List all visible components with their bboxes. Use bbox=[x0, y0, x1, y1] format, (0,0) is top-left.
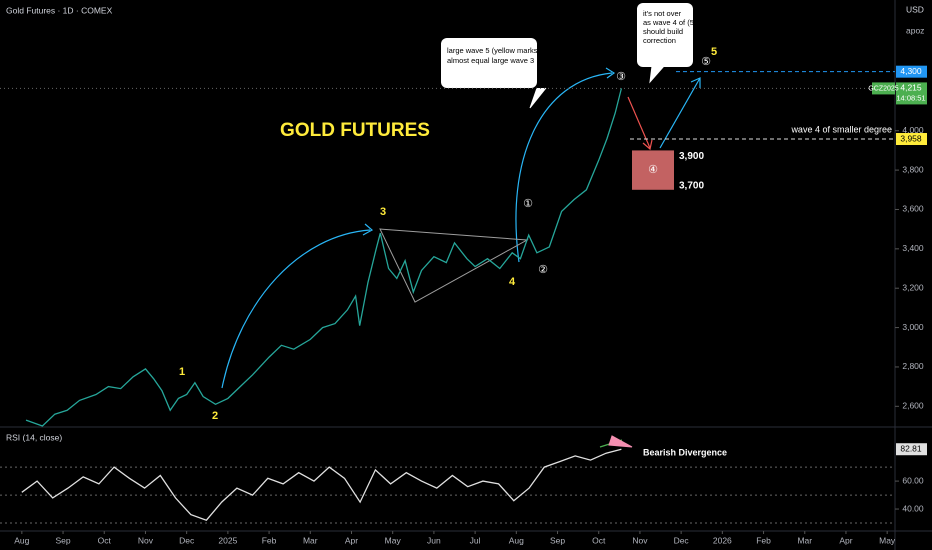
rsi-line bbox=[21, 448, 622, 521]
zone-top-label: 3,900 bbox=[679, 151, 704, 162]
y-tick-label: 3,800 bbox=[902, 164, 924, 174]
wave-label: 5 bbox=[711, 46, 717, 58]
circled-label: ② bbox=[538, 264, 548, 276]
price-line bbox=[25, 88, 623, 427]
x-tick-label: Oct bbox=[592, 535, 606, 545]
arrow-head bbox=[605, 67, 616, 79]
x-tick-label: Sep bbox=[55, 535, 70, 545]
x-tick-label: Jul bbox=[470, 535, 481, 545]
note-text: should build bbox=[643, 27, 683, 36]
x-tick-label: Aug bbox=[509, 535, 524, 545]
note-text: almost equal large wave 3 bbox=[447, 56, 534, 65]
blue-arc bbox=[515, 72, 613, 263]
rsi-title: RSI (14, close) bbox=[6, 432, 62, 442]
x-tick-label: Nov bbox=[138, 535, 154, 545]
x-tick-label: May bbox=[385, 535, 402, 545]
x-tick-label: Nov bbox=[632, 535, 648, 545]
currency: USD bbox=[906, 4, 924, 14]
rsi-tick-label: 40.00 bbox=[902, 503, 924, 513]
circled-label: ③ bbox=[616, 71, 626, 83]
chart-label: GOLD FUTURES bbox=[280, 120, 430, 141]
x-tick-label: Apr bbox=[839, 535, 852, 545]
note-box bbox=[441, 38, 537, 88]
note-box bbox=[637, 3, 693, 67]
x-tick-label: Feb bbox=[756, 535, 771, 545]
zone-bottom-label: 3,700 bbox=[679, 180, 704, 191]
note-tail bbox=[649, 65, 665, 84]
blue-arrow bbox=[659, 77, 701, 149]
blue-arc bbox=[221, 229, 371, 389]
x-tick-label: Apr bbox=[345, 535, 358, 545]
wave-label: 4 bbox=[509, 276, 516, 288]
x-tick-label: Oct bbox=[98, 535, 112, 545]
x-tick-label: 2025 bbox=[218, 535, 237, 545]
y-tick-label: 2,800 bbox=[902, 361, 924, 371]
x-tick-label: Dec bbox=[179, 535, 195, 545]
price-marker-label: 3,958 bbox=[900, 133, 922, 143]
rsi-tick-label: 60.00 bbox=[902, 475, 924, 485]
note-text: it's not over bbox=[643, 9, 682, 18]
y-tick-label: 3,600 bbox=[902, 204, 924, 214]
red-arrow bbox=[627, 96, 651, 149]
x-tick-label: Dec bbox=[674, 535, 690, 545]
countdown: 14:08:51 bbox=[896, 93, 925, 102]
drawings bbox=[221, 3, 701, 448]
symbol-label: GCZ2025 bbox=[868, 85, 898, 92]
x-tick-label: Mar bbox=[797, 535, 812, 545]
rsi-last-label: 82.81 bbox=[900, 443, 922, 453]
x-tick-label: Jun bbox=[427, 535, 441, 545]
note-tail bbox=[529, 87, 547, 109]
triangle bbox=[379, 228, 529, 303]
price-marker-label: 4,215 bbox=[900, 83, 922, 93]
y-tick-label: 3,200 bbox=[902, 282, 924, 292]
level-label: wave 4 of smaller degree bbox=[790, 124, 892, 134]
rsi-annotation: Bearish Divergence bbox=[643, 447, 727, 457]
x-tick-label: 2026 bbox=[713, 535, 732, 545]
x-tick-label: May bbox=[879, 535, 896, 545]
y-tick-label: 2,600 bbox=[902, 401, 924, 411]
y-tick-label: 3,000 bbox=[902, 322, 924, 332]
symbol-box bbox=[872, 82, 895, 95]
target-zone bbox=[632, 150, 674, 190]
note-text: correction bbox=[643, 36, 676, 45]
divergence-arrow bbox=[608, 435, 633, 448]
x-tick-label: Aug bbox=[14, 535, 29, 545]
arrow-head bbox=[690, 77, 701, 88]
arrow-head bbox=[642, 139, 653, 151]
price-marker-label: 4,300 bbox=[900, 66, 922, 76]
rsi-last-box bbox=[896, 443, 927, 456]
circled-label: ⑤ bbox=[701, 56, 711, 68]
x-tick-label: Feb bbox=[262, 535, 277, 545]
zone-label: ④ bbox=[648, 164, 658, 176]
price-marker-box bbox=[896, 82, 927, 105]
x-tick-label: Sep bbox=[550, 535, 565, 545]
arrow-head bbox=[362, 223, 374, 236]
symbol-title: Gold Futures · 1D · COMEX bbox=[6, 5, 113, 15]
price-marker-box bbox=[896, 65, 927, 78]
circled-label: ① bbox=[523, 198, 533, 210]
wave-label: 3 bbox=[380, 206, 386, 218]
price-marker-box bbox=[896, 133, 927, 146]
x-tick-label: Mar bbox=[303, 535, 318, 545]
note-text: large wave 5 (yellow marks) bbox=[447, 46, 540, 55]
note-text: as wave 4 of (5) bbox=[643, 18, 697, 27]
wave-label: 2 bbox=[212, 410, 218, 422]
wave-label: 1 bbox=[179, 366, 185, 378]
y-tick-label: 4,000 bbox=[902, 125, 924, 135]
user: apoz bbox=[906, 25, 924, 35]
y-tick-label: 3,400 bbox=[902, 243, 924, 253]
